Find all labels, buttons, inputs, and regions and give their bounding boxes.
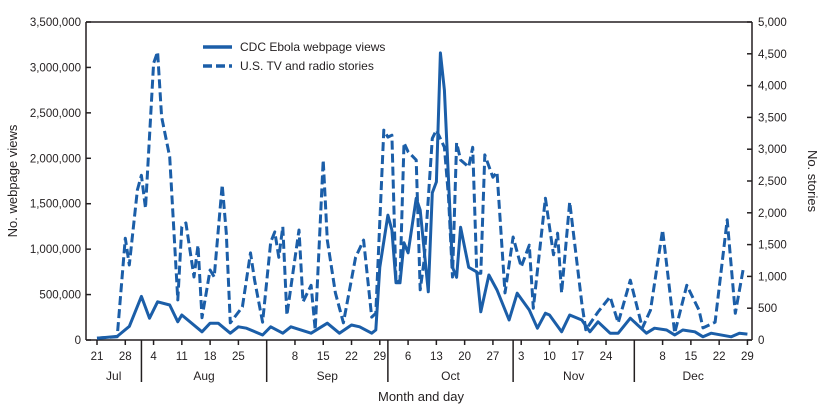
y-left-tick-label: 2,000,000 <box>30 153 81 165</box>
x-tick-label: 17 <box>571 351 584 363</box>
y-axis-left-title: No. webpage views <box>5 124 20 237</box>
y-axis-right-title: No. stories <box>805 150 820 213</box>
series-line-stories <box>96 50 745 340</box>
axes: 0 500,000 1,000,000 1,500,000 2,000,000 2,500… <box>30 17 787 383</box>
y-right-tick-label: 1,000 <box>758 271 787 283</box>
x-month-label: Nov <box>563 369 584 383</box>
x-tick-label: 29 <box>373 351 386 363</box>
x-tick-label: 8 <box>292 351 298 363</box>
y-right-tick-label: 2,000 <box>758 208 787 220</box>
x-tick-label: 20 <box>458 351 471 363</box>
x-tick-label: 3 <box>518 351 524 363</box>
legend: CDC Ebola webpage views U.S. TV and radi… <box>203 40 385 73</box>
y-left-tick-label: 500,000 <box>39 290 81 302</box>
x-month-label: Sep <box>317 369 339 383</box>
y-right-tick-label: 4,500 <box>758 49 787 61</box>
x-month-label: Oct <box>441 369 460 383</box>
x-tick-label: 15 <box>317 351 330 363</box>
x-tick-label: 4 <box>150 351 157 363</box>
legend-label-views: CDC Ebola webpage views <box>240 40 385 54</box>
y-right-tick-label: 2,500 <box>758 176 787 188</box>
x-tick-label: 8 <box>659 351 665 363</box>
x-tick-label: 22 <box>713 351 726 363</box>
legend-label-stories: U.S. TV and radio stories <box>240 59 374 73</box>
y-left-tick-label: 1,000,000 <box>30 244 81 256</box>
x-tick-label: 24 <box>600 351 613 363</box>
y-right-tick-label: 3,000 <box>758 144 787 156</box>
series-lines <box>96 50 748 340</box>
y-left-tick-label: 0 <box>75 335 81 347</box>
y-right-tick-label: 0 <box>758 335 764 347</box>
y-right-tick-label: 500 <box>758 303 777 315</box>
x-month-label: Jul <box>106 369 121 383</box>
x-tick-label: 22 <box>345 351 358 363</box>
x-tick-label: 10 <box>543 351 556 363</box>
x-tick-label: 21 <box>91 351 104 363</box>
y-left-tick-label: 3,500,000 <box>30 17 81 29</box>
x-tick-label: 25 <box>232 351 245 363</box>
x-tick-label: 13 <box>430 351 443 363</box>
y-right-tick-label: 5,000 <box>758 17 787 29</box>
y-left-tick-label: 2,500,000 <box>30 108 81 120</box>
y-left-tick-label: 3,000,000 <box>30 62 81 74</box>
x-month-label: Aug <box>193 369 214 383</box>
y-right-tick-label: 1,500 <box>758 240 787 252</box>
x-month-label: Dec <box>682 369 703 383</box>
y-right-tick-label: 3,500 <box>758 112 787 124</box>
x-tick-label: 28 <box>119 351 132 363</box>
y-right-tick-label: 4,000 <box>758 81 787 93</box>
x-tick-label: 15 <box>684 351 697 363</box>
x-tick-label: 18 <box>204 351 217 363</box>
y-left-tick-label: 1,500,000 <box>30 199 81 211</box>
x-tick-label: 29 <box>741 351 754 363</box>
x-tick-label: 6 <box>405 351 411 363</box>
x-tick-label: 11 <box>176 351 188 363</box>
x-tick-label: 27 <box>487 351 500 363</box>
x-axis-title: Month and day <box>378 389 465 404</box>
series-line-views <box>96 51 748 340</box>
